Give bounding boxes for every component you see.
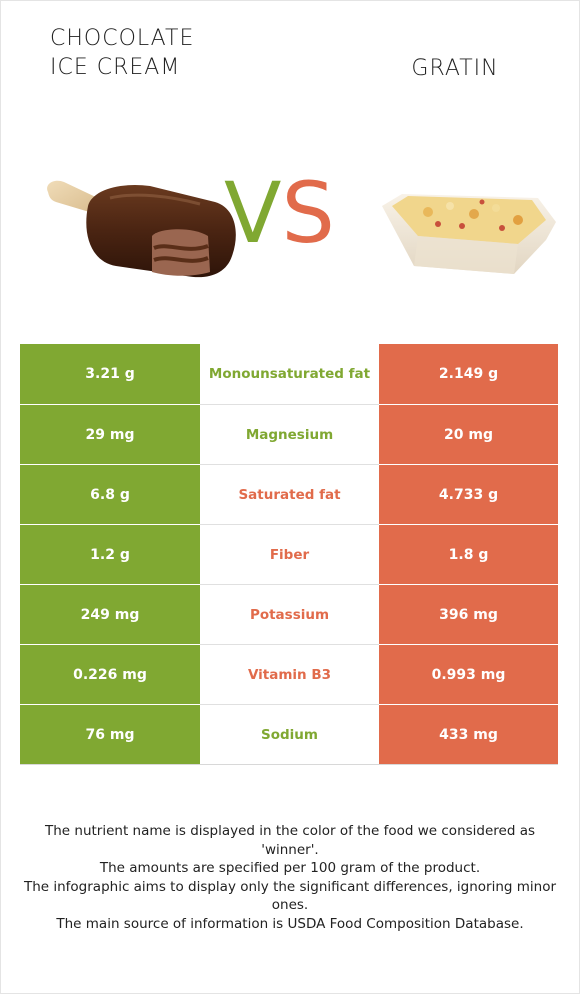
nutrient-name: Vitamin B3: [200, 644, 379, 704]
table-row: 6.8 g Saturated fat 4.733 g: [20, 464, 558, 524]
nutrient-name: Saturated fat: [200, 464, 379, 524]
nutrient-name: Fiber: [200, 524, 379, 584]
right-value: 0.993 mg: [379, 644, 558, 704]
versus-s: S: [281, 164, 335, 262]
left-value: 76 mg: [20, 704, 200, 764]
left-value: 1.2 g: [20, 524, 200, 584]
left-value: 249 mg: [20, 584, 200, 644]
table-row: 3.21 g Monounsaturated fat 2.149 g: [20, 344, 558, 404]
food-left-title-line2: ICE CREAM: [50, 55, 181, 80]
left-value: 29 mg: [20, 404, 200, 464]
left-value: 0.226 mg: [20, 644, 200, 704]
table-row: 1.2 g Fiber 1.8 g: [20, 524, 558, 584]
footnote-line: The main source of information is USDA F…: [56, 915, 524, 932]
table-row: 249 mg Potassium 396 mg: [20, 584, 558, 644]
right-value: 2.149 g: [379, 344, 558, 404]
food-left-title: CHOCOLATE ICE CREAM: [50, 24, 250, 82]
chocolate-ice-cream-image: [47, 180, 236, 278]
right-value: 433 mg: [379, 704, 558, 764]
table-bottom-border: [20, 764, 558, 765]
nutrient-name: Monounsaturated fat: [200, 344, 379, 404]
nutrient-name: Potassium: [200, 584, 379, 644]
footnote-line: The nutrient name is displayed in the co…: [44, 823, 536, 858]
nutrient-name: Magnesium: [200, 404, 379, 464]
footnote-line: The infographic aims to display only the…: [23, 878, 557, 914]
gratin-image: [382, 194, 556, 274]
footnote: The nutrient name is displayed in the co…: [20, 822, 560, 933]
table-row: 0.226 mg Vitamin B3 0.993 mg: [20, 644, 558, 704]
table-row: 76 mg Sodium 433 mg: [20, 704, 558, 764]
right-value: 20 mg: [379, 404, 558, 464]
food-left-title-line1: CHOCOLATE: [50, 26, 195, 51]
left-value: 6.8 g: [20, 464, 200, 524]
right-value: 396 mg: [379, 584, 558, 644]
nutrient-name: Sodium: [200, 704, 379, 764]
table-row: 29 mg Magnesium 20 mg: [20, 404, 558, 464]
left-value: 3.21 g: [20, 344, 200, 404]
right-value: 1.8 g: [379, 524, 558, 584]
nutrient-comparison-table: 3.21 g Monounsaturated fat 2.149 g 29 mg…: [20, 344, 558, 764]
versus-label: VS: [224, 168, 354, 258]
footnote-line: The amounts are specified per 100 gram o…: [99, 860, 481, 876]
versus-v: V: [224, 164, 282, 262]
food-right-title: GRATIN: [411, 56, 499, 81]
right-value: 4.733 g: [379, 464, 558, 524]
